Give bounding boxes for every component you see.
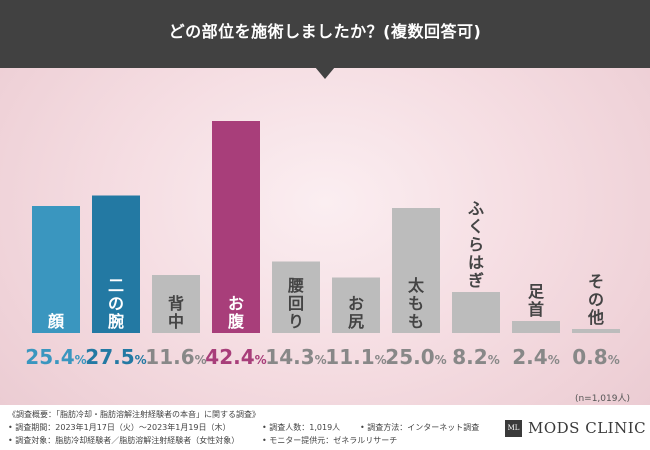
category-label-5: お尻 (348, 294, 364, 331)
header-banner: どの部位を施術しましたか？(複数回答可) (0, 0, 650, 68)
category-label-8: 足首 (528, 282, 545, 319)
category-label-6: 太もも (407, 276, 425, 331)
survey-method: • 調査方法：インターネット調査 (360, 423, 480, 432)
bar-0 (32, 206, 80, 333)
bar-9 (572, 329, 620, 333)
chart-title: どの部位を施術しましたか？(複数回答可) (168, 22, 482, 41)
value-label-3: 42.4% (205, 345, 266, 369)
bar-6 (392, 208, 440, 333)
survey-title: 《調査概要：「脂肪冷却・脂肪溶解注射経験者の本音」に関する調査》 (8, 410, 260, 419)
bar-1 (92, 195, 140, 333)
survey-target: • 調査対象：脂肪冷却経験者／脂肪溶解注射経験者（女性対象） (8, 436, 240, 445)
category-label-2: 背中 (168, 294, 184, 331)
value-label-1: 27.5% (85, 345, 146, 369)
survey-period: • 調査期間：2023年1月17日（火）〜2023年1月19日（木） (8, 423, 231, 432)
category-label-7: ふくらはぎ (468, 199, 484, 290)
brand-name: MODS CLINIC (528, 419, 647, 437)
bar-7 (452, 292, 500, 333)
value-label-6: 25.0% (385, 345, 446, 369)
brand-icon: ML (505, 419, 522, 437)
value-label-4: 14.3% (265, 345, 326, 369)
category-label-1: 二の腕 (108, 276, 124, 331)
survey-provider: • モニター提供元：ゼネラルリサーチ (262, 436, 398, 445)
bar-2 (152, 275, 200, 333)
value-label-2: 11.6% (145, 345, 206, 369)
value-label-8: 2.4% (512, 345, 559, 369)
bar-5 (332, 277, 380, 333)
bar-8 (512, 321, 560, 333)
survey-footer: 《調査概要：「脂肪冷却・脂肪溶解注射経験者の本音」に関する調査》 • 調査期間：… (0, 405, 650, 450)
category-label-9: その他 (587, 272, 604, 327)
brand-logo: ML MODS CLINIC (505, 418, 646, 438)
bar-chart: 顔 25.4% 二の腕 27.5% 背中 11.6% お腹 42.4% 腰回り 14.3% お尻 11… (25, 121, 620, 369)
category-label-3: お腹 (228, 294, 245, 331)
value-label-0: 25.4% (25, 345, 86, 369)
value-label-9: 0.8% (572, 345, 619, 369)
value-label-5: 11.1% (325, 345, 386, 369)
bar-4 (272, 261, 320, 333)
category-label-0: 顔 (47, 312, 65, 331)
survey-count: • 調査人数：1,019人 (262, 423, 341, 432)
category-label-4: 腰回り (288, 276, 304, 331)
value-label-7: 8.2% (452, 345, 499, 369)
bar-3 (212, 121, 260, 333)
sample-size-note: (n=1,019人) (574, 394, 630, 404)
header-pointer (315, 67, 335, 79)
